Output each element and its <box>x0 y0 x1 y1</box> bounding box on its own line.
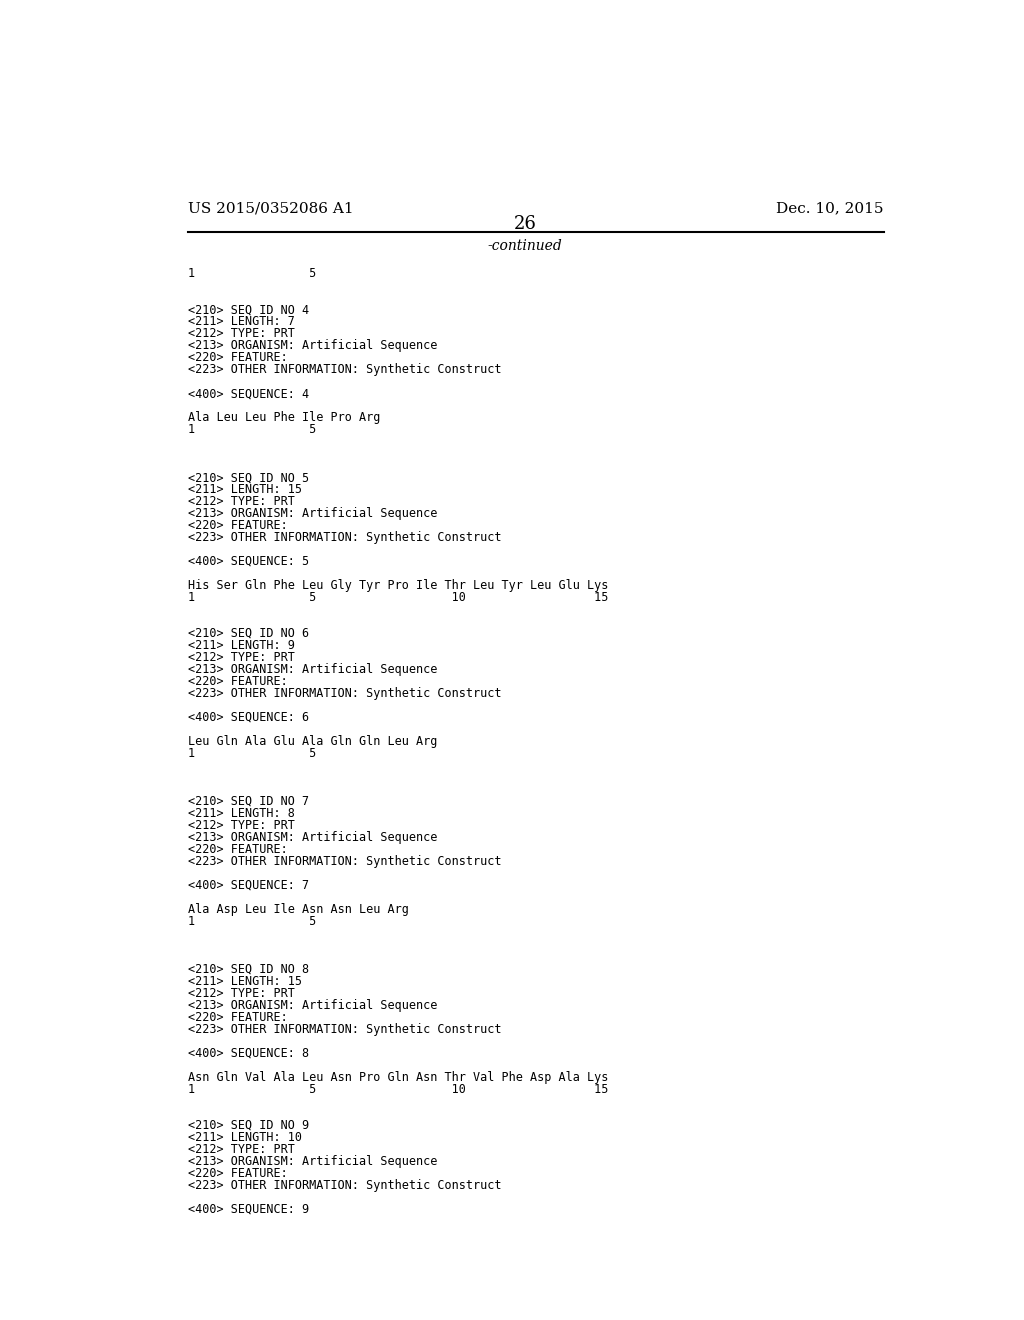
Text: 1                5                   10                  15: 1 5 10 15 <box>187 591 608 605</box>
Text: <210> SEQ ID NO 6: <210> SEQ ID NO 6 <box>187 627 308 640</box>
Text: <212> TYPE: PRT: <212> TYPE: PRT <box>187 818 294 832</box>
Text: <211> LENGTH: 9: <211> LENGTH: 9 <box>187 639 294 652</box>
Text: 26: 26 <box>513 215 537 234</box>
Text: <213> ORGANISM: Artificial Sequence: <213> ORGANISM: Artificial Sequence <box>187 663 437 676</box>
Text: 1                5                   10                  15: 1 5 10 15 <box>187 1082 608 1096</box>
Text: <223> OTHER INFORMATION: Synthetic Construct: <223> OTHER INFORMATION: Synthetic Const… <box>187 531 501 544</box>
Text: 1                5: 1 5 <box>187 424 315 436</box>
Text: <220> FEATURE:: <220> FEATURE: <box>187 351 288 364</box>
Text: 1                5: 1 5 <box>187 747 315 760</box>
Text: US 2015/0352086 A1: US 2015/0352086 A1 <box>187 201 353 215</box>
Text: <400> SEQUENCE: 6: <400> SEQUENCE: 6 <box>187 711 308 723</box>
Text: <400> SEQUENCE: 9: <400> SEQUENCE: 9 <box>187 1203 308 1216</box>
Text: <210> SEQ ID NO 8: <210> SEQ ID NO 8 <box>187 962 308 975</box>
Text: <210> SEQ ID NO 5: <210> SEQ ID NO 5 <box>187 471 308 484</box>
Text: 1                5: 1 5 <box>187 915 315 928</box>
Text: Dec. 10, 2015: Dec. 10, 2015 <box>776 201 884 215</box>
Text: -continued: -continued <box>487 239 562 252</box>
Text: <213> ORGANISM: Artificial Sequence: <213> ORGANISM: Artificial Sequence <box>187 1155 437 1168</box>
Text: <212> TYPE: PRT: <212> TYPE: PRT <box>187 495 294 508</box>
Text: <223> OTHER INFORMATION: Synthetic Construct: <223> OTHER INFORMATION: Synthetic Const… <box>187 855 501 867</box>
Text: <210> SEQ ID NO 7: <210> SEQ ID NO 7 <box>187 795 308 808</box>
Text: Ala Asp Leu Ile Asn Asn Leu Arg: Ala Asp Leu Ile Asn Asn Leu Arg <box>187 903 409 916</box>
Text: <400> SEQUENCE: 7: <400> SEQUENCE: 7 <box>187 879 308 892</box>
Text: <210> SEQ ID NO 4: <210> SEQ ID NO 4 <box>187 304 308 315</box>
Text: <400> SEQUENCE: 8: <400> SEQUENCE: 8 <box>187 1047 308 1060</box>
Text: <223> OTHER INFORMATION: Synthetic Construct: <223> OTHER INFORMATION: Synthetic Const… <box>187 1179 501 1192</box>
Text: <220> FEATURE:: <220> FEATURE: <box>187 843 288 855</box>
Text: <400> SEQUENCE: 5: <400> SEQUENCE: 5 <box>187 554 308 568</box>
Text: His Ser Gln Phe Leu Gly Tyr Pro Ile Thr Leu Tyr Leu Glu Lys: His Ser Gln Phe Leu Gly Tyr Pro Ile Thr … <box>187 579 608 591</box>
Text: <223> OTHER INFORMATION: Synthetic Construct: <223> OTHER INFORMATION: Synthetic Const… <box>187 686 501 700</box>
Text: <220> FEATURE:: <220> FEATURE: <box>187 1011 288 1024</box>
Text: Leu Gln Ala Glu Ala Gln Gln Leu Arg: Leu Gln Ala Glu Ala Gln Gln Leu Arg <box>187 735 437 748</box>
Text: 1                5: 1 5 <box>187 267 315 280</box>
Text: <212> TYPE: PRT: <212> TYPE: PRT <box>187 327 294 341</box>
Text: Ala Leu Leu Phe Ile Pro Arg: Ala Leu Leu Phe Ile Pro Arg <box>187 411 380 424</box>
Text: <213> ORGANISM: Artificial Sequence: <213> ORGANISM: Artificial Sequence <box>187 999 437 1011</box>
Text: <211> LENGTH: 7: <211> LENGTH: 7 <box>187 315 294 329</box>
Text: <212> TYPE: PRT: <212> TYPE: PRT <box>187 651 294 664</box>
Text: <212> TYPE: PRT: <212> TYPE: PRT <box>187 1143 294 1156</box>
Text: <220> FEATURE:: <220> FEATURE: <box>187 675 288 688</box>
Text: <212> TYPE: PRT: <212> TYPE: PRT <box>187 987 294 999</box>
Text: <223> OTHER INFORMATION: Synthetic Construct: <223> OTHER INFORMATION: Synthetic Const… <box>187 363 501 376</box>
Text: <211> LENGTH: 15: <211> LENGTH: 15 <box>187 483 301 496</box>
Text: <213> ORGANISM: Artificial Sequence: <213> ORGANISM: Artificial Sequence <box>187 507 437 520</box>
Text: <220> FEATURE:: <220> FEATURE: <box>187 1167 288 1180</box>
Text: <211> LENGTH: 10: <211> LENGTH: 10 <box>187 1131 301 1143</box>
Text: <400> SEQUENCE: 4: <400> SEQUENCE: 4 <box>187 387 308 400</box>
Text: <223> OTHER INFORMATION: Synthetic Construct: <223> OTHER INFORMATION: Synthetic Const… <box>187 1023 501 1036</box>
Text: <213> ORGANISM: Artificial Sequence: <213> ORGANISM: Artificial Sequence <box>187 339 437 352</box>
Text: <220> FEATURE:: <220> FEATURE: <box>187 519 288 532</box>
Text: Asn Gln Val Ala Leu Asn Pro Gln Asn Thr Val Phe Asp Ala Lys: Asn Gln Val Ala Leu Asn Pro Gln Asn Thr … <box>187 1071 608 1084</box>
Text: <210> SEQ ID NO 9: <210> SEQ ID NO 9 <box>187 1118 308 1131</box>
Text: <211> LENGTH: 8: <211> LENGTH: 8 <box>187 807 294 820</box>
Text: <213> ORGANISM: Artificial Sequence: <213> ORGANISM: Artificial Sequence <box>187 830 437 843</box>
Text: <211> LENGTH: 15: <211> LENGTH: 15 <box>187 974 301 987</box>
